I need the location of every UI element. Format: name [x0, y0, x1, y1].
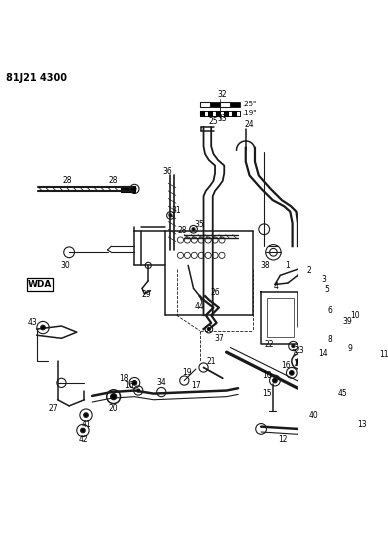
Bar [216, 111, 220, 116]
Circle shape [137, 389, 140, 392]
Text: 28: 28 [177, 227, 187, 235]
Text: 31: 31 [172, 206, 182, 215]
Text: 26: 26 [210, 288, 220, 297]
Text: 38: 38 [260, 261, 270, 270]
Bar [223, 111, 228, 116]
Text: 10: 10 [350, 311, 360, 320]
Text: 10: 10 [262, 370, 272, 379]
Bar [200, 102, 240, 107]
Text: 1: 1 [286, 261, 290, 270]
Circle shape [133, 188, 136, 190]
Text: 12: 12 [278, 435, 288, 444]
Text: 28: 28 [62, 176, 71, 185]
Bar [200, 111, 240, 116]
Text: 23: 23 [295, 346, 304, 355]
Bar [232, 111, 236, 116]
Text: WDA: WDA [28, 280, 52, 289]
Bar [220, 102, 230, 107]
Circle shape [207, 328, 210, 330]
Text: 16: 16 [124, 382, 134, 390]
Text: 29: 29 [141, 290, 151, 299]
Circle shape [84, 413, 88, 417]
Circle shape [321, 314, 324, 317]
Text: 14: 14 [318, 349, 327, 358]
Text: 35: 35 [195, 220, 204, 229]
Text: 21: 21 [206, 357, 216, 366]
Circle shape [81, 428, 85, 433]
Text: 41: 41 [81, 420, 91, 429]
Circle shape [289, 370, 294, 375]
Text: 42: 42 [78, 435, 88, 444]
Text: 15: 15 [262, 389, 272, 398]
Circle shape [333, 398, 336, 401]
Circle shape [192, 228, 195, 231]
Text: 28: 28 [109, 176, 118, 185]
Text: 32: 32 [218, 90, 227, 99]
Text: 2: 2 [307, 266, 311, 275]
Text: 39: 39 [342, 317, 352, 326]
Circle shape [132, 381, 137, 385]
Text: 34: 34 [156, 378, 166, 387]
Circle shape [273, 378, 277, 383]
Text: 43: 43 [28, 318, 37, 327]
Text: 13: 13 [358, 420, 367, 429]
Text: 22: 22 [264, 340, 274, 349]
Circle shape [321, 344, 324, 348]
Bar [27, 278, 53, 290]
Text: 36: 36 [163, 167, 172, 176]
Bar [267, 298, 294, 337]
Circle shape [292, 344, 295, 348]
Text: 40: 40 [308, 410, 318, 419]
Bar [121, 186, 135, 192]
Circle shape [111, 393, 117, 400]
Text: 20: 20 [109, 405, 118, 414]
Bar [200, 111, 240, 116]
Circle shape [296, 358, 303, 365]
Bar [200, 102, 210, 107]
Text: .25": .25" [242, 101, 256, 107]
Text: 45: 45 [338, 389, 347, 398]
Text: 25: 25 [209, 117, 218, 126]
Text: 24: 24 [245, 120, 255, 130]
Text: 37: 37 [214, 334, 224, 343]
Text: 8: 8 [328, 335, 333, 344]
Text: .19": .19" [242, 110, 256, 116]
Text: 6: 6 [328, 306, 333, 315]
Text: 9: 9 [348, 344, 353, 353]
Text: 44: 44 [195, 302, 204, 311]
Text: 7: 7 [291, 349, 296, 358]
Text: 81J21 4300: 81J21 4300 [6, 72, 67, 83]
Text: 33: 33 [218, 114, 228, 123]
Text: 17: 17 [191, 382, 201, 390]
Text: 4: 4 [274, 281, 279, 290]
Circle shape [169, 214, 172, 217]
Text: 16: 16 [281, 361, 291, 370]
Text: 18: 18 [120, 374, 129, 383]
Text: 27: 27 [49, 405, 59, 414]
Text: 30: 30 [61, 261, 70, 270]
Text: 19: 19 [183, 368, 192, 377]
Circle shape [300, 274, 303, 277]
Text: 5: 5 [325, 285, 329, 294]
Bar [200, 111, 204, 116]
Bar [208, 111, 212, 116]
Text: 11: 11 [379, 350, 388, 359]
Text: 3: 3 [322, 276, 327, 285]
Circle shape [41, 325, 45, 330]
